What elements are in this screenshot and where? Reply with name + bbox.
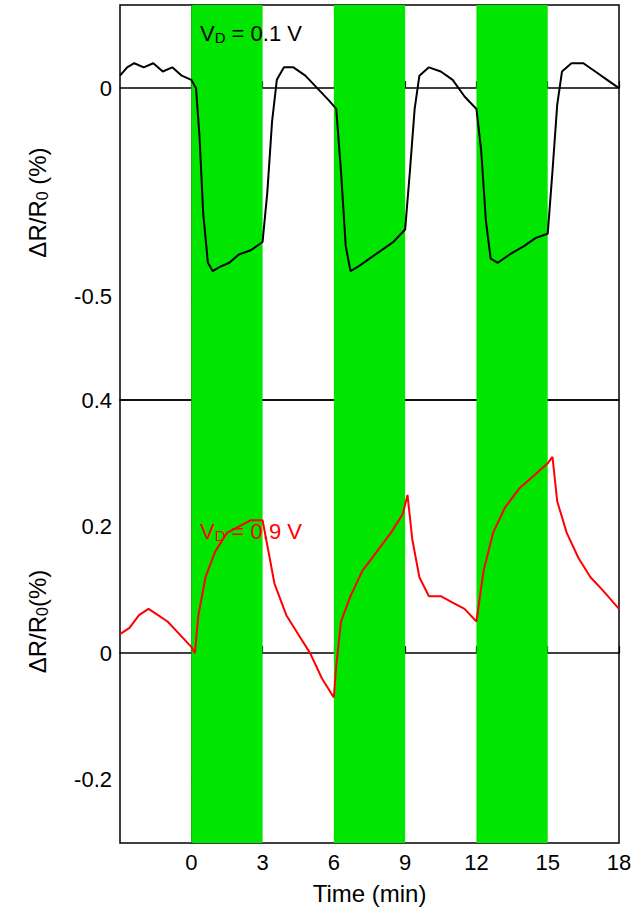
- svg-text:6: 6: [328, 850, 340, 875]
- svg-text:0.4: 0.4: [81, 388, 112, 413]
- svg-text:12: 12: [464, 850, 488, 875]
- svg-text:D: D: [215, 29, 226, 46]
- svg-text:0: 0: [100, 641, 112, 666]
- svg-text:V: V: [200, 21, 215, 46]
- svg-text:= 0.9 V: = 0.9 V: [226, 519, 303, 544]
- svg-text:0: 0: [185, 850, 197, 875]
- svg-text:ΔR/R: ΔR/R: [24, 616, 51, 673]
- svg-text:3: 3: [256, 850, 268, 875]
- svg-text:9: 9: [399, 850, 411, 875]
- svg-text:Time (min): Time (min): [313, 880, 427, 907]
- svg-text:(%): (%): [24, 147, 51, 191]
- svg-text:0: 0: [34, 191, 51, 200]
- svg-text:(%): (%): [24, 570, 51, 607]
- svg-text:= 0.1 V: = 0.1 V: [226, 21, 303, 46]
- svg-text:-0.2: -0.2: [74, 767, 112, 792]
- svg-text:0: 0: [34, 607, 51, 616]
- svg-text:0.2: 0.2: [81, 514, 112, 539]
- svg-text:D: D: [215, 527, 226, 544]
- svg-text:18: 18: [607, 850, 631, 875]
- svg-text:V: V: [200, 519, 215, 544]
- svg-text:15: 15: [535, 850, 559, 875]
- svg-text:-0.5: -0.5: [74, 284, 112, 309]
- svg-text:0: 0: [100, 76, 112, 101]
- svg-text:ΔR/R: ΔR/R: [24, 200, 51, 257]
